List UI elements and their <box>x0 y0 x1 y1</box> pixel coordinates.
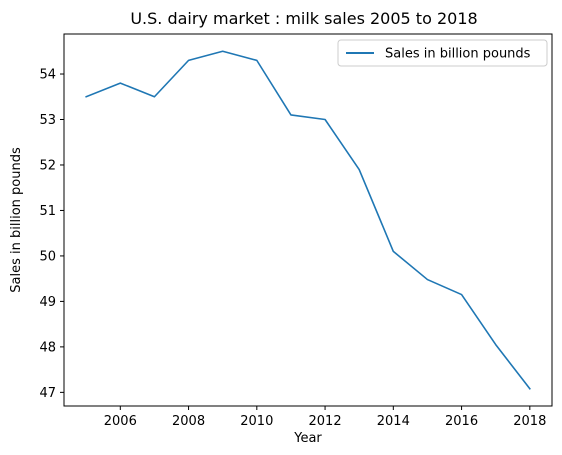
y-axis: 47 48 49 50 51 52 53 54 <box>39 68 64 401</box>
series-layer <box>85 50 531 390</box>
x-tick-label: 2012 <box>309 414 342 429</box>
x-tick-label: 2014 <box>377 414 410 429</box>
y-tick-label: 54 <box>39 68 56 83</box>
y-tick-label: 51 <box>39 204 56 219</box>
x-tick-label: 2006 <box>104 414 137 429</box>
x-tick-label: 2010 <box>240 414 273 429</box>
x-axis-title: Year <box>293 431 322 446</box>
y-tick-label: 47 <box>39 386 56 401</box>
legend-box <box>337 39 548 67</box>
x-tick-label: 2018 <box>513 414 546 429</box>
y-tick-label: 48 <box>39 340 56 355</box>
y-tick-label: 50 <box>39 249 56 264</box>
y-tick-label: 53 <box>39 113 56 128</box>
y-tick-label: 52 <box>39 158 56 173</box>
series-line-0 <box>85 50 531 390</box>
plot-area <box>63 33 553 407</box>
plot-frame <box>63 33 553 407</box>
legend-label: Sales in billion pounds <box>385 47 531 62</box>
x-axis: 2006 2008 2010 2012 2014 2016 2018 <box>104 406 546 429</box>
y-axis-title: Sales in billion pounds <box>9 147 24 293</box>
chart-title: U.S. dairy market : milk sales 2005 to 2… <box>130 9 477 28</box>
legend: Sales in billion pounds <box>337 39 548 67</box>
x-tick-label: 2008 <box>172 414 205 429</box>
x-tick-label: 2016 <box>445 414 478 429</box>
y-tick-label: 49 <box>39 295 56 310</box>
